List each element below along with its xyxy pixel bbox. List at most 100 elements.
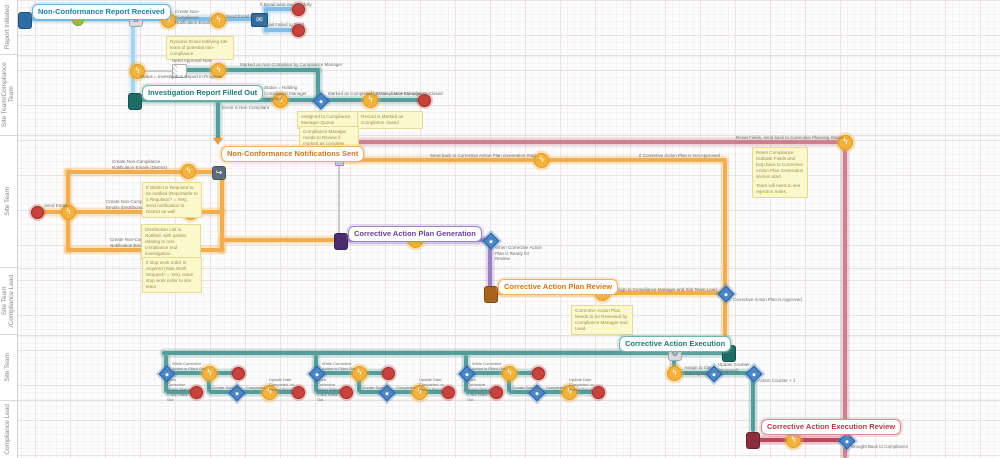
flow-line (488, 242, 492, 290)
lightning-action-node[interactable] (412, 385, 427, 400)
step-label: Status = Non-Compliance Closed (376, 91, 443, 96)
lightning-action-node[interactable] (363, 93, 378, 108)
flow-line (756, 438, 846, 442)
stage-title-report-received[interactable]: Non-Conformance Report Received (32, 4, 171, 20)
flow-line (464, 355, 468, 371)
end-node[interactable] (292, 24, 305, 37)
end-node[interactable] (340, 386, 353, 399)
flow-line (466, 390, 491, 394)
lane-label: Site Team (4, 353, 12, 382)
flow-line (843, 144, 847, 435)
branch-label: Reset Fields, send back to Corrective Pl… (736, 135, 843, 140)
branch-label: If Create Subtask (209, 385, 240, 390)
step-label: Create Non-Compliance Notification Email (175, 9, 210, 26)
end-node[interactable] (31, 206, 44, 219)
branch-label: If Email Failed to Send (259, 22, 305, 27)
step-label: Action Counter + 1 (758, 378, 796, 383)
flow-line (220, 238, 338, 242)
branch-label: If Corrective Action Plan is Approved (729, 297, 802, 302)
sticky-note: Dynamic Email notifying site team of pot… (166, 36, 234, 60)
approval-node[interactable] (172, 64, 187, 78)
flow-line (723, 162, 727, 293)
flow-line (216, 102, 220, 140)
branch-label: Completed (246, 385, 266, 390)
stage-title-plan-review[interactable]: Corrective Action Plan Review (498, 279, 619, 295)
connector-line (138, 70, 174, 72)
lightning-action-node[interactable] (211, 13, 226, 28)
lightning-action-node[interactable] (786, 433, 801, 448)
step-label: Need Approval Note (172, 58, 213, 63)
lane-label: Report Initiated (4, 5, 12, 50)
lightning-action-node[interactable] (202, 366, 217, 381)
lightning-action-node[interactable] (211, 63, 226, 78)
end-node[interactable] (442, 386, 455, 399)
email-icon[interactable]: ✉ (251, 13, 268, 27)
branch-label: Mark Corrective Action Status = Not Fill… (317, 377, 341, 402)
end-node[interactable] (292, 386, 305, 399)
lightning-action-node[interactable] (534, 153, 549, 168)
flow-line (507, 375, 511, 392)
flow-line (131, 21, 135, 98)
flow-line (316, 70, 320, 100)
flow-line (164, 375, 168, 392)
lightning-action-node[interactable] (502, 366, 517, 381)
end-node[interactable] (592, 386, 605, 399)
lane-divider (17, 268, 1000, 269)
branch-label: Brought Back to Compliance (851, 444, 909, 449)
end-node[interactable] (418, 94, 431, 107)
flow-line (264, 7, 292, 11)
flow-line (66, 170, 224, 174)
end-node[interactable] (382, 367, 395, 380)
flow-line (316, 390, 341, 394)
lightning-action-node[interactable] (838, 135, 853, 150)
sticky-note: Corrective Action Plan Needs to be Revie… (571, 305, 633, 335)
branch-label: Completed (396, 385, 416, 390)
start-node[interactable] (18, 12, 32, 29)
flow-line (464, 375, 468, 392)
branch-label: If Corrective Action Plan is Not Approve… (638, 153, 720, 158)
lane-divider (17, 335, 1000, 336)
sticky-note: Distribution List is Notified, with part… (141, 224, 201, 260)
stage-title-notifications[interactable]: Non-Conformance Notifications Sent (221, 146, 365, 162)
end-node[interactable] (190, 386, 203, 399)
end-node[interactable] (532, 367, 545, 380)
flow-line (314, 355, 318, 371)
lightning-action-node[interactable] (273, 93, 288, 108)
stage-title-plan-generation[interactable]: Corrective Action Plan Generation (348, 226, 482, 242)
end-node[interactable] (292, 3, 305, 16)
branch-label: Mark Corrective Action Status = Not Fill… (467, 377, 491, 402)
start-node[interactable] (334, 233, 348, 250)
stage-title-execution[interactable]: Corrective Action Execution (619, 336, 732, 352)
flow-line (359, 390, 447, 394)
junction-node[interactable] (61, 205, 76, 220)
lane-label: Site Team /Compliance Lead (0, 275, 15, 328)
flow-line (264, 28, 292, 32)
end-node[interactable] (490, 386, 503, 399)
step-label: Assign to Site Team Queue (684, 365, 712, 376)
branch-label: Event is Non Compliant (222, 105, 270, 110)
lightning-action-node[interactable] (352, 366, 367, 381)
stage-title-execution-review[interactable]: Corrective Action Execution Review (761, 419, 902, 435)
step-label: Update Date Completed on Parent Record (419, 377, 445, 392)
flow-line (672, 357, 676, 373)
flow-line (357, 375, 361, 392)
link-icon[interactable]: ↪ (212, 166, 226, 180)
flow-line (209, 390, 297, 394)
start-node[interactable] (484, 286, 498, 303)
lightning-action-node[interactable] (130, 64, 145, 79)
step-label: Update Date Completed on Parent Record (569, 377, 595, 392)
lightning-action-node[interactable] (667, 366, 682, 381)
flow-line (207, 375, 211, 392)
flow-line (166, 390, 191, 394)
lightning-action-node[interactable] (262, 385, 277, 400)
lightning-action-node[interactable] (562, 385, 577, 400)
lane-divider (17, 55, 1000, 56)
flow-line (42, 210, 68, 214)
start-node[interactable] (128, 93, 142, 110)
branch-label: If Create Subtask (359, 385, 390, 390)
lightning-action-node[interactable] (181, 164, 196, 179)
start-node[interactable] (746, 432, 760, 449)
stage-title-investigation[interactable]: Investigation Report Filled Out (142, 85, 264, 101)
end-node[interactable] (232, 367, 245, 380)
